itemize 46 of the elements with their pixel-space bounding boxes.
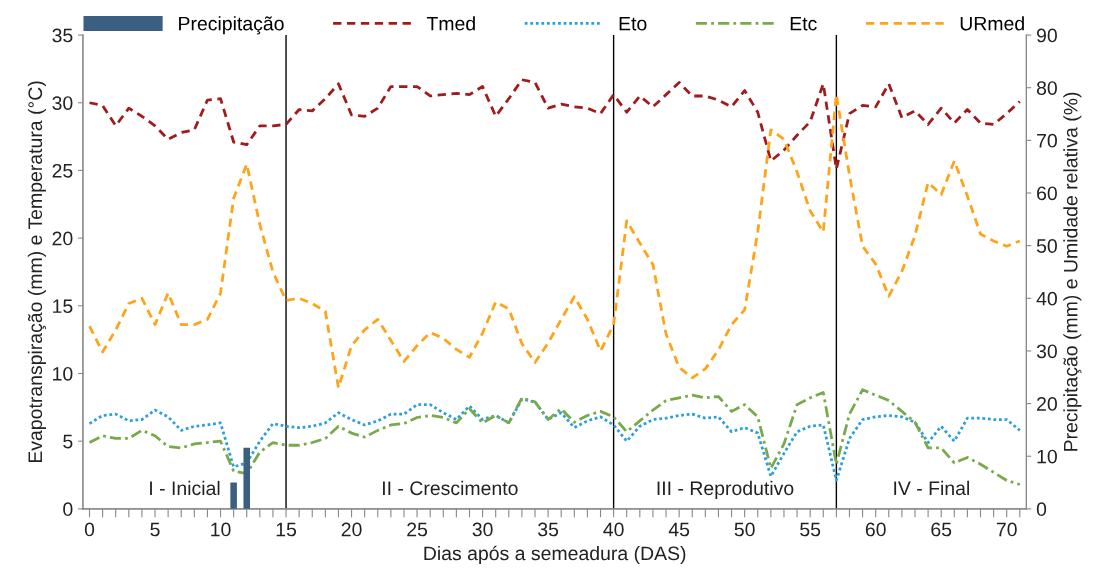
- y2-tick-label: 90: [1037, 28, 1057, 43]
- x-tick-label: 35: [538, 522, 559, 537]
- y-tick-label: 20: [52, 231, 73, 246]
- y2-tick-label: 50: [1036, 239, 1057, 253]
- y-tick-label: 35: [52, 28, 73, 43]
- y2-axis-title: Precipitação (mm) e Umidade relativa (%): [1063, 92, 1082, 451]
- legend-label: Eto: [619, 16, 647, 31]
- x-tick-label: 30: [472, 522, 493, 537]
- x-tick-label: 60: [865, 522, 886, 537]
- legend-label: Tmed: [426, 16, 475, 31]
- y-tick-label: 10: [53, 366, 73, 381]
- legend-label: Precipitação: [179, 16, 284, 35]
- y2-tick-label: 30: [1036, 344, 1057, 359]
- annotation: I - Inicial: [150, 480, 220, 496]
- y2-tick-label: 20: [1037, 397, 1057, 411]
- x-tick-label: 45: [668, 522, 690, 537]
- y-tick-label: 25: [52, 163, 73, 178]
- y-tick-label: 0: [63, 502, 73, 517]
- x-tick-label: 0: [84, 522, 95, 537]
- x-tick-label: 10: [211, 522, 231, 537]
- annotation: II - Crescimento: [383, 480, 518, 496]
- y2-tick-label: 40: [1036, 291, 1057, 306]
- x-tick-label: 15: [276, 522, 297, 537]
- legend-label: URmed: [960, 16, 1024, 31]
- y2-tick-label: 70: [1037, 133, 1057, 148]
- y-tick-label: 15: [53, 299, 73, 314]
- y-tick-label: 5: [63, 434, 73, 449]
- x-tick-label: 65: [931, 522, 952, 537]
- line-series: [88, 78, 1022, 171]
- legend-label: Etc: [790, 16, 817, 31]
- y2-tick-label: 0: [1036, 502, 1047, 517]
- x-tick-label: 5: [150, 522, 160, 537]
- x-tick-label: 50: [734, 522, 755, 537]
- annotation: III - Reprodutivo: [657, 480, 794, 499]
- y2-tick-label: 60: [1037, 186, 1057, 201]
- x-tick-label: 20: [341, 522, 362, 537]
- y-tick-label: 30: [52, 96, 73, 110]
- annotation: IV - Final: [894, 480, 969, 496]
- y2-tick-label: 80: [1036, 81, 1057, 95]
- x-tick-label: 70: [996, 522, 1017, 537]
- x-axis-title: Dias após a semeadura (DAS): [424, 545, 686, 565]
- x-tick-label: 40: [603, 522, 624, 537]
- x-tick-label: 25: [407, 522, 428, 537]
- y-axis-title: Evapotranspiração (mm) e Temperatura (°C): [27, 81, 47, 463]
- y2-tick-label: 10: [1037, 449, 1057, 464]
- x-tick-label: 55: [800, 522, 821, 537]
